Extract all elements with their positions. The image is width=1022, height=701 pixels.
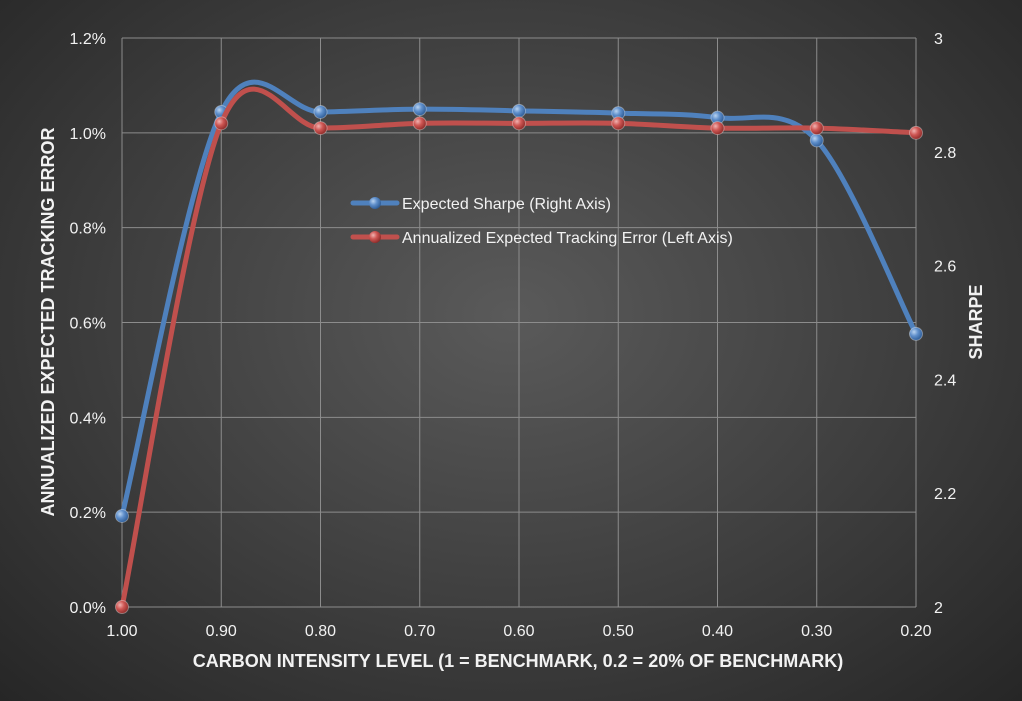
- gridlines: [121, 37, 917, 608]
- x-tick-label: 1.00: [106, 623, 137, 640]
- y-left-tick-label: 1.0%: [70, 126, 106, 143]
- data-point-tracking-error: [412, 116, 427, 131]
- data-point-tracking-error: [115, 600, 129, 614]
- legend-marker-sharpe: [369, 197, 381, 209]
- x-tick-label: 0.90: [206, 623, 237, 640]
- data-point-tracking-error: [512, 116, 526, 131]
- x-axis-title: CARBON INTENSITY LEVEL (1 = BENCHMARK, 0…: [193, 651, 843, 671]
- y-left-tick-label: 0.6%: [70, 316, 106, 333]
- legend-label-sharpe: Expected Sharpe (Right Axis): [402, 196, 611, 213]
- y-right-tick-label: 2.6: [934, 259, 956, 276]
- series-layer: [115, 79, 923, 614]
- data-point-tracking-error: [214, 116, 229, 131]
- data-point-tracking-error: [710, 121, 725, 136]
- y-right-tick-label: 2.2: [934, 486, 956, 503]
- tick-labels: 0.0% 0.2% 0.4% 0.6% 0.8% 1.0% 1.2% 1.00 0.90 0.80…: [70, 31, 957, 640]
- x-tick-label: 0.20: [900, 623, 931, 640]
- x-tick-label: 0.50: [603, 623, 634, 640]
- legend: Expected Sharpe (Right Axis) Annualized E…: [350, 196, 733, 247]
- y-left-tick-label: 1.2%: [70, 31, 106, 48]
- data-point-tracking-error: [313, 121, 328, 136]
- data-point-sharpe: [115, 508, 129, 523]
- data-point-tracking-error: [611, 116, 626, 131]
- y-left-tick-label: 0.8%: [70, 221, 106, 238]
- y-left-tick-label: 0.0%: [70, 600, 106, 617]
- series-line-tracking-error: [119, 86, 919, 610]
- y-left-axis-title: ANNUALIZED EXPECTED TRACKING ERROR: [38, 127, 58, 516]
- data-point-sharpe: [512, 103, 526, 118]
- x-tick-label: 0.40: [702, 623, 733, 640]
- data-point-sharpe: [313, 104, 328, 119]
- y-left-tick-label: 0.2%: [70, 505, 106, 522]
- legend-marker-tracking-error: [369, 231, 381, 243]
- data-point-sharpe: [412, 102, 427, 117]
- x-tick-label: 0.30: [801, 623, 832, 640]
- y-right-tick-label: 2.8: [934, 145, 956, 162]
- x-tick-label: 0.60: [503, 623, 534, 640]
- y-right-axis-title: SHARPE: [966, 284, 986, 359]
- y-right-tick-label: 3: [934, 31, 943, 48]
- y-right-tick-label: 2.4: [934, 372, 956, 389]
- y-left-tick-label: 0.4%: [70, 410, 106, 427]
- data-point-sharpe: [909, 326, 923, 341]
- data-point-tracking-error: [909, 125, 923, 140]
- y-right-tick-label: 2: [934, 600, 943, 617]
- data-point-sharpe: [809, 133, 824, 148]
- x-tick-label: 0.70: [404, 623, 435, 640]
- data-point-tracking-error: [809, 121, 824, 136]
- legend-label-tracking-error: Annualized Expected Tracking Error (Left…: [402, 230, 733, 247]
- x-tick-label: 0.80: [305, 623, 336, 640]
- series-tracking-error: [115, 86, 923, 614]
